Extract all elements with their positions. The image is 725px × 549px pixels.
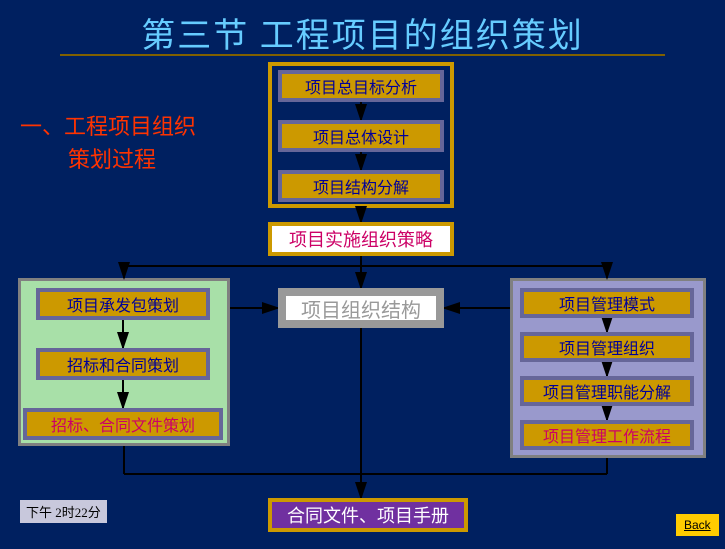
title-underline — [60, 54, 665, 56]
timestamp-label: 下午 2时22分 — [20, 500, 107, 523]
slide-title: 第三节 工程项目的组织策划 — [0, 8, 725, 57]
box-bid-contract-doc-plan: 招标、合同文件策划 — [23, 408, 223, 440]
slide-stage: 第三节 工程项目的组织策划 一、工程项目组织 策划过程 项目总目标分析 项目总体… — [0, 0, 725, 549]
section-heading-line2: 策划过程 — [20, 143, 196, 176]
box-goal-analysis: 项目总目标分析 — [278, 70, 444, 102]
box-impl-strategy: 项目实施组织策略 — [268, 222, 454, 256]
box-overall-design: 项目总体设计 — [278, 120, 444, 152]
box-contracting-plan: 项目承发包策划 — [36, 288, 210, 320]
box-bidding-contract-plan: 招标和合同策划 — [36, 348, 210, 380]
box-mgmt-workflow: 项目管理工作流程 — [520, 420, 694, 450]
box-contract-handbook: 合同文件、项目手册 — [268, 498, 468, 532]
box-structure-breakdown: 项目结构分解 — [278, 170, 444, 202]
back-button[interactable]: Back — [676, 514, 719, 536]
box-org-structure: 项目组织结构 — [278, 288, 444, 328]
box-mgmt-function: 项目管理职能分解 — [520, 376, 694, 406]
box-mgmt-org: 项目管理组织 — [520, 332, 694, 362]
box-mgmt-mode: 项目管理模式 — [520, 288, 694, 318]
section-heading: 一、工程项目组织 策划过程 — [20, 110, 196, 176]
section-heading-line1: 一、工程项目组织 — [20, 110, 196, 143]
